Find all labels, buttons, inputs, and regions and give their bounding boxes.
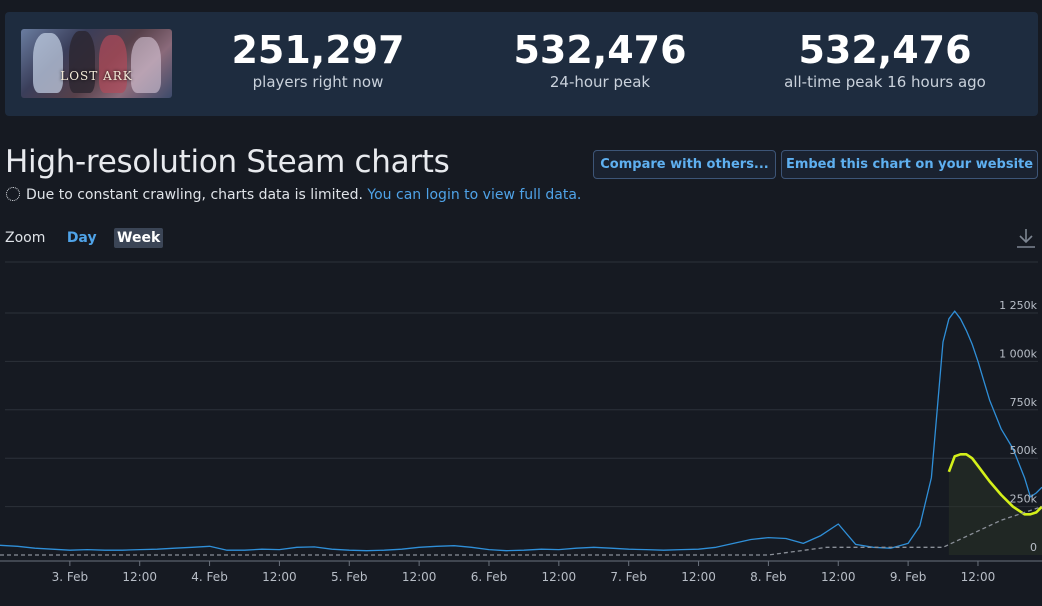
current-players-label: players right now	[252, 73, 384, 91]
x-tick-label: 12:00	[402, 570, 437, 584]
x-tick-label: 9. Feb	[890, 570, 927, 584]
zoom-controls: Zoom Day Week	[5, 228, 173, 248]
y-tick-label: 1 250k	[999, 299, 1037, 312]
x-tick-label: 5. Feb	[331, 570, 368, 584]
stats-panel: LOST ARK 251,297 players right now 532,4…	[5, 12, 1038, 116]
x-tick-label: 4. Feb	[191, 570, 228, 584]
all-time-peak-value: 532,476	[798, 28, 972, 72]
data-limited-notice: Due to constant crawling, charts data is…	[6, 187, 581, 203]
game-banner-image[interactable]: LOST ARK	[21, 29, 172, 98]
peak-24h-label: 24-hour peak	[549, 73, 651, 91]
zoom-label: Zoom	[5, 230, 46, 246]
x-tick-label: 12:00	[122, 570, 157, 584]
zoom-day-button[interactable]: Day	[66, 230, 97, 246]
y-tick-label: 750k	[1010, 396, 1038, 409]
x-tick-label: 7. Feb	[610, 570, 647, 584]
x-tick-label: 8. Feb	[750, 570, 787, 584]
player-count-chart[interactable]: 0 250k 500k 750k 1 000k 1 250k 3. Feb 12:00 4. …	[0, 255, 1042, 606]
all-time-peak-label: all-time peak 16 hours ago	[784, 73, 986, 91]
page-title: High-resolution Steam charts	[5, 144, 450, 180]
game-logo: LOST ARK	[60, 69, 133, 83]
stat-current-players: 251,297 players right now	[218, 28, 418, 92]
y-tick-label: 0	[1030, 541, 1037, 554]
x-tick-label: 12:00	[681, 570, 716, 584]
dashed-series-line	[0, 505, 1042, 556]
current-players-value: 251,297	[231, 28, 405, 72]
y-tick-label: 1 000k	[999, 347, 1037, 360]
download-icon[interactable]	[1015, 226, 1037, 250]
embed-chart-button[interactable]: Embed this chart on your website	[781, 150, 1038, 179]
y-tick-label: 500k	[1010, 444, 1038, 457]
peak-24h-value: 532,476	[513, 28, 687, 72]
x-tick-label: 3. Feb	[52, 570, 89, 584]
x-tick-label: 12:00	[542, 570, 577, 584]
loading-dots-icon	[6, 187, 20, 201]
x-tick-label: 6. Feb	[471, 570, 508, 584]
compare-button[interactable]: Compare with others...	[593, 150, 776, 179]
stat-24h-peak: 532,476 24-hour peak	[500, 28, 700, 92]
zoom-week-button[interactable]: Week	[114, 228, 164, 248]
notice-text: Due to constant crawling, charts data is…	[26, 187, 363, 203]
y-tick-label: 250k	[1010, 493, 1038, 506]
x-tick-label: 12:00	[821, 570, 856, 584]
twitch-area-fill	[948, 454, 1042, 555]
players-series-line	[0, 310, 1042, 552]
twitch-series-line	[947, 453, 1042, 516]
login-link[interactable]: You can login to view full data.	[367, 187, 582, 203]
x-tick-label: 12:00	[961, 570, 996, 584]
stat-all-time-peak: 532,476 all-time peak 16 hours ago	[765, 28, 1005, 92]
x-tick-label: 12:00	[262, 570, 297, 584]
